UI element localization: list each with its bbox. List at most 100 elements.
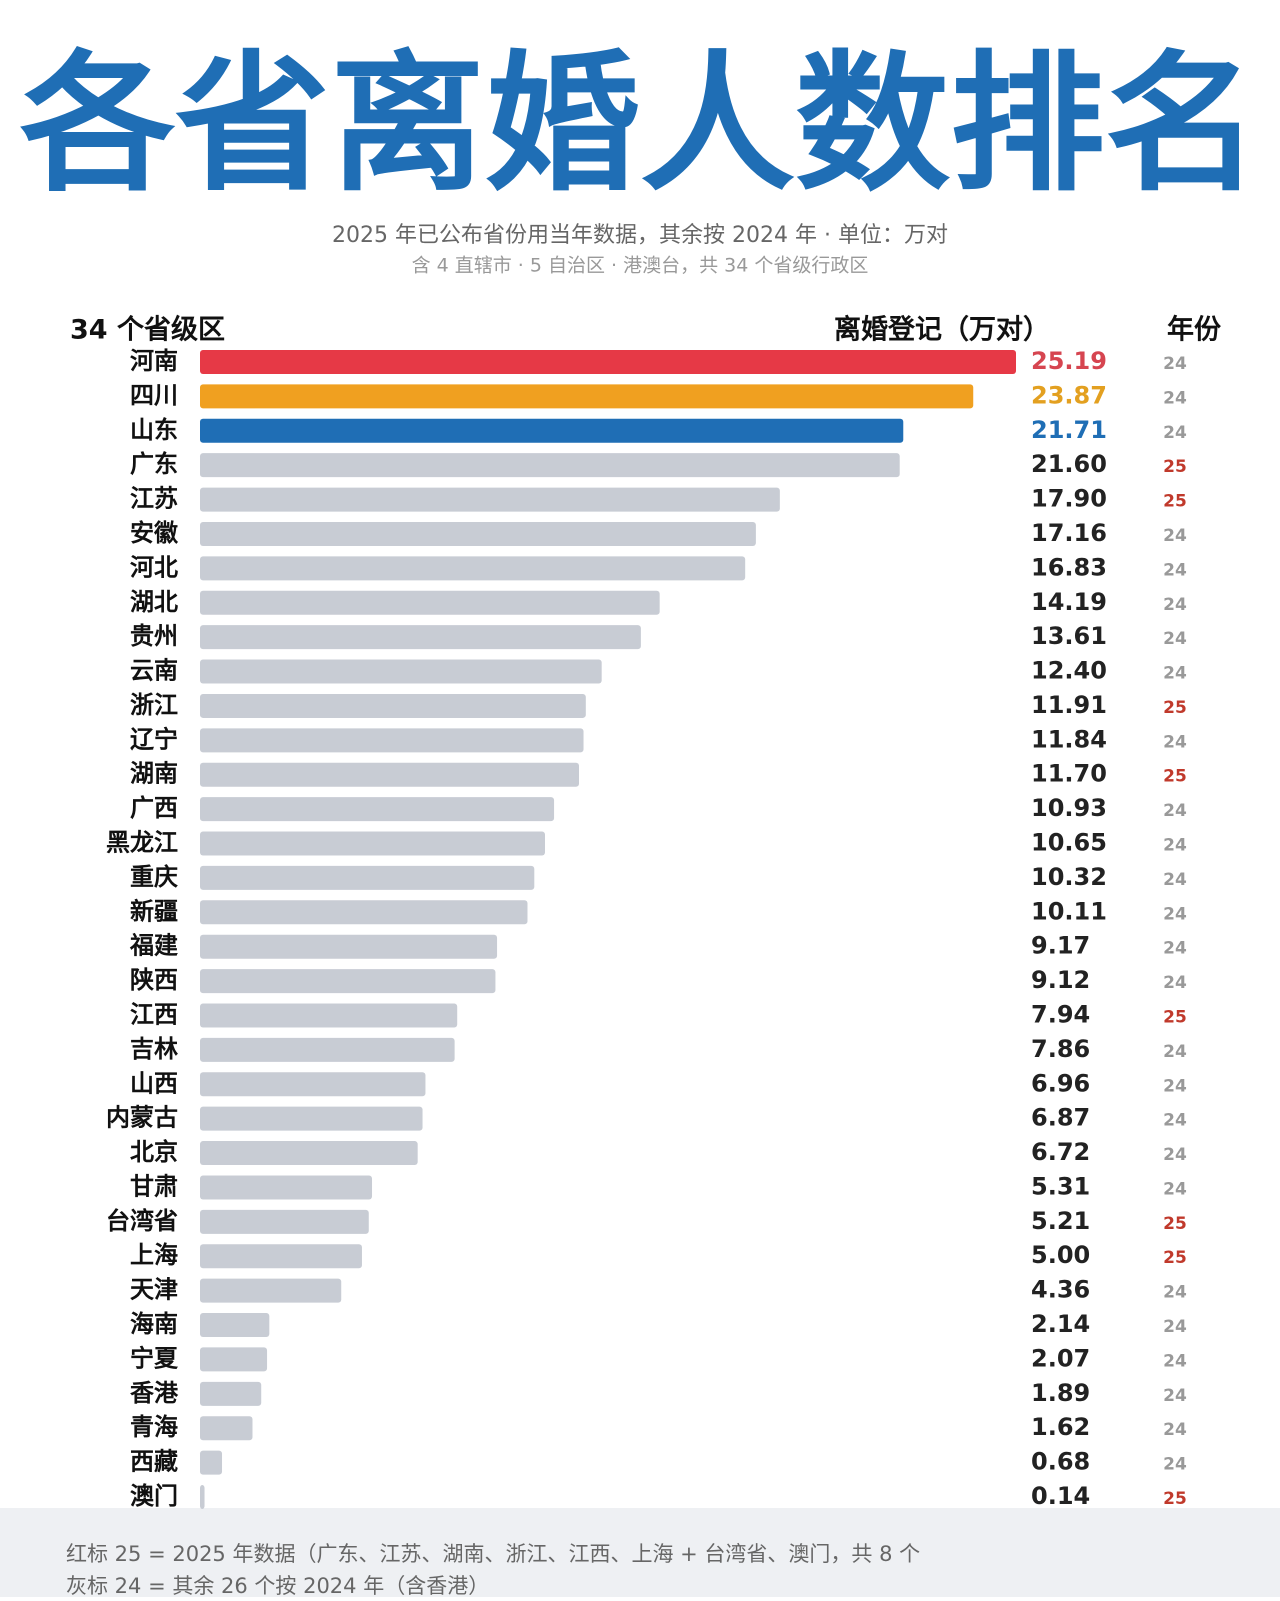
bar: [200, 1347, 268, 1372]
bar: [200, 693, 586, 718]
category-label: 广西: [130, 794, 178, 822]
value-label: 11.70: [1031, 760, 1107, 788]
category-header: 34 个省级区: [70, 314, 225, 346]
category-label: 吉林: [130, 1035, 178, 1063]
value-label: 10.11: [1031, 897, 1107, 925]
value-label: 10.32: [1031, 863, 1107, 891]
value-label: 11.84: [1031, 725, 1107, 753]
bar: [200, 418, 904, 443]
value-label: 1.89: [1031, 1379, 1090, 1407]
year-label: 24: [1163, 973, 1187, 993]
value-label: 5.00: [1031, 1241, 1090, 1269]
category-label: 天津: [130, 1276, 178, 1304]
subtitle: 含 4 直辖市 · 5 自治区 · 港澳台，共 34 个省级行政区: [412, 255, 869, 277]
value-label: 14.19: [1031, 588, 1107, 616]
year-label: 25: [1163, 1248, 1187, 1268]
value-label: 16.83: [1031, 553, 1107, 581]
value-label: 9.12: [1031, 966, 1090, 994]
category-label: 西藏: [130, 1448, 178, 1476]
bar: [200, 1003, 458, 1028]
chart-title: 各省离婚人数排名: [20, 38, 1260, 212]
year-label: 24: [1163, 423, 1187, 443]
year-label: 24: [1163, 664, 1187, 684]
footnote: 灰标 24 = 其余 26 个按 2024 年（含香港）: [66, 1574, 489, 1597]
value-label: 17.16: [1031, 519, 1107, 547]
bar: [200, 1106, 423, 1131]
bar: [200, 1278, 342, 1303]
bar: [200, 1381, 262, 1406]
category-label: 江西: [130, 1000, 178, 1028]
bar: [200, 453, 900, 478]
year-label: 24: [1163, 560, 1187, 580]
year-label: 25: [1163, 767, 1187, 787]
year-label: 25: [1163, 492, 1187, 512]
footer-background: [0, 1508, 1280, 1597]
year-label: 24: [1163, 388, 1187, 408]
value-label: 12.40: [1031, 657, 1107, 685]
value-label: 6.87: [1031, 1104, 1090, 1132]
value-label: 5.21: [1031, 1207, 1090, 1235]
category-label: 澳门: [130, 1482, 178, 1510]
year-label: 24: [1163, 595, 1187, 615]
value-label: 5.31: [1031, 1172, 1090, 1200]
category-label: 青海: [130, 1413, 178, 1441]
bar: [200, 1175, 373, 1200]
category-label: 黑龙江: [106, 829, 178, 857]
bar: [200, 556, 746, 581]
year-label: 24: [1163, 1351, 1187, 1371]
value-label: 17.90: [1031, 485, 1107, 513]
bar: [200, 762, 580, 787]
category-label: 辽宁: [130, 725, 178, 753]
value-label: 2.07: [1031, 1344, 1090, 1372]
category-label: 海南: [130, 1310, 178, 1338]
value-label: 21.71: [1031, 416, 1107, 444]
year-label: 24: [1163, 801, 1187, 821]
category-label: 广东: [130, 450, 178, 478]
bar: [200, 487, 780, 512]
category-label: 河南: [130, 347, 178, 375]
year-label: 24: [1163, 1386, 1187, 1406]
category-label: 江苏: [130, 485, 178, 513]
bar: [200, 521, 756, 546]
category-label: 北京: [130, 1138, 178, 1166]
year-label: 24: [1163, 526, 1187, 546]
category-label: 浙江: [130, 691, 178, 719]
category-label: 陕西: [130, 966, 178, 994]
bar: [200, 1485, 205, 1509]
value-label: 11.91: [1031, 691, 1107, 719]
bar: [200, 1209, 369, 1234]
category-label: 山西: [130, 1069, 178, 1097]
bar: [200, 1244, 362, 1269]
footnote: 红标 25 = 2025 年数据（广东、江苏、湖南、浙江、江西、上海 + 台湾省…: [66, 1542, 920, 1566]
category-label: 河北: [130, 553, 178, 581]
category-label: 内蒙古: [106, 1104, 178, 1132]
year-label: 24: [1163, 836, 1187, 856]
value-label: 0.14: [1031, 1482, 1090, 1510]
category-label: 云南: [130, 657, 178, 685]
bar: [200, 384, 974, 409]
value-label: 2.14: [1031, 1310, 1090, 1338]
category-label: 重庆: [130, 863, 178, 891]
category-label: 湖北: [130, 588, 178, 616]
bar: [200, 865, 535, 890]
value-label: 13.61: [1031, 622, 1107, 650]
year-label: 25: [1163, 457, 1187, 477]
year-header: 年份: [1167, 314, 1221, 346]
year-label: 24: [1163, 1145, 1187, 1165]
bar: [200, 1450, 223, 1475]
category-label: 宁夏: [130, 1344, 179, 1372]
category-label: 贵州: [130, 622, 178, 650]
category-label: 山东: [130, 416, 178, 444]
bar: [200, 831, 545, 856]
value-label: 4.36: [1031, 1276, 1090, 1304]
subtitle: 2025 年已公布省份用当年数据，其余按 2024 年 · 单位：万对: [332, 223, 948, 248]
year-label: 25: [1163, 698, 1187, 718]
year-label: 24: [1163, 1042, 1187, 1062]
value-label: 10.65: [1031, 829, 1107, 857]
year-label: 24: [1163, 732, 1187, 752]
bar: [200, 625, 641, 650]
year-label: 25: [1163, 1007, 1187, 1027]
year-label: 24: [1163, 1076, 1187, 1096]
value-label: 25.19: [1031, 347, 1107, 375]
